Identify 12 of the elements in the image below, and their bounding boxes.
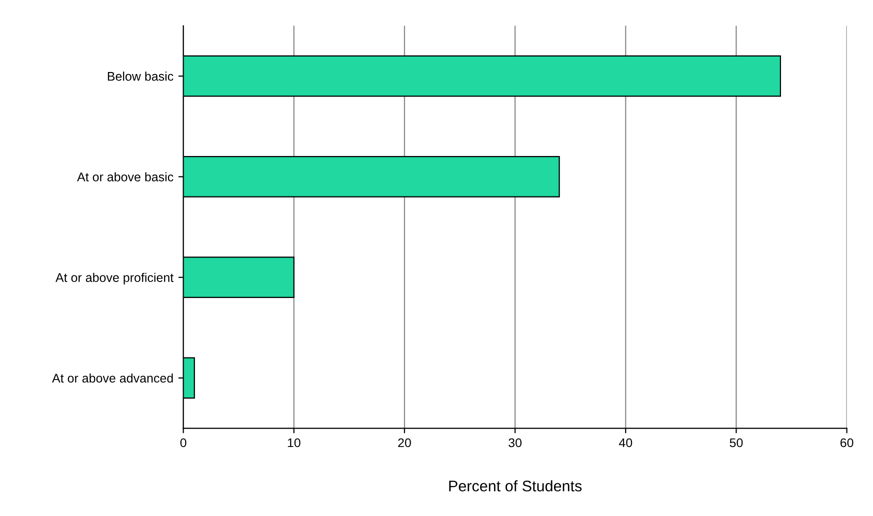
y-tick-label: At or above advanced: [52, 373, 173, 383]
y-tick-label: At or above proficient: [56, 272, 174, 284]
x-tick-label: 0: [180, 438, 186, 448]
x-tick-label: 40: [618, 438, 632, 448]
x-axis-title: Percent of Students: [449, 480, 582, 492]
x-tick-label: 10: [288, 438, 300, 448]
x-tick-label: 20: [398, 438, 411, 448]
y-tick-label: At or above basic: [77, 172, 174, 182]
x-tick-label: 30: [508, 438, 522, 448]
x-tick-label: 50: [730, 438, 743, 448]
x-tick-label: 60: [840, 438, 854, 448]
y-tick-label: Below basic: [108, 72, 174, 81]
